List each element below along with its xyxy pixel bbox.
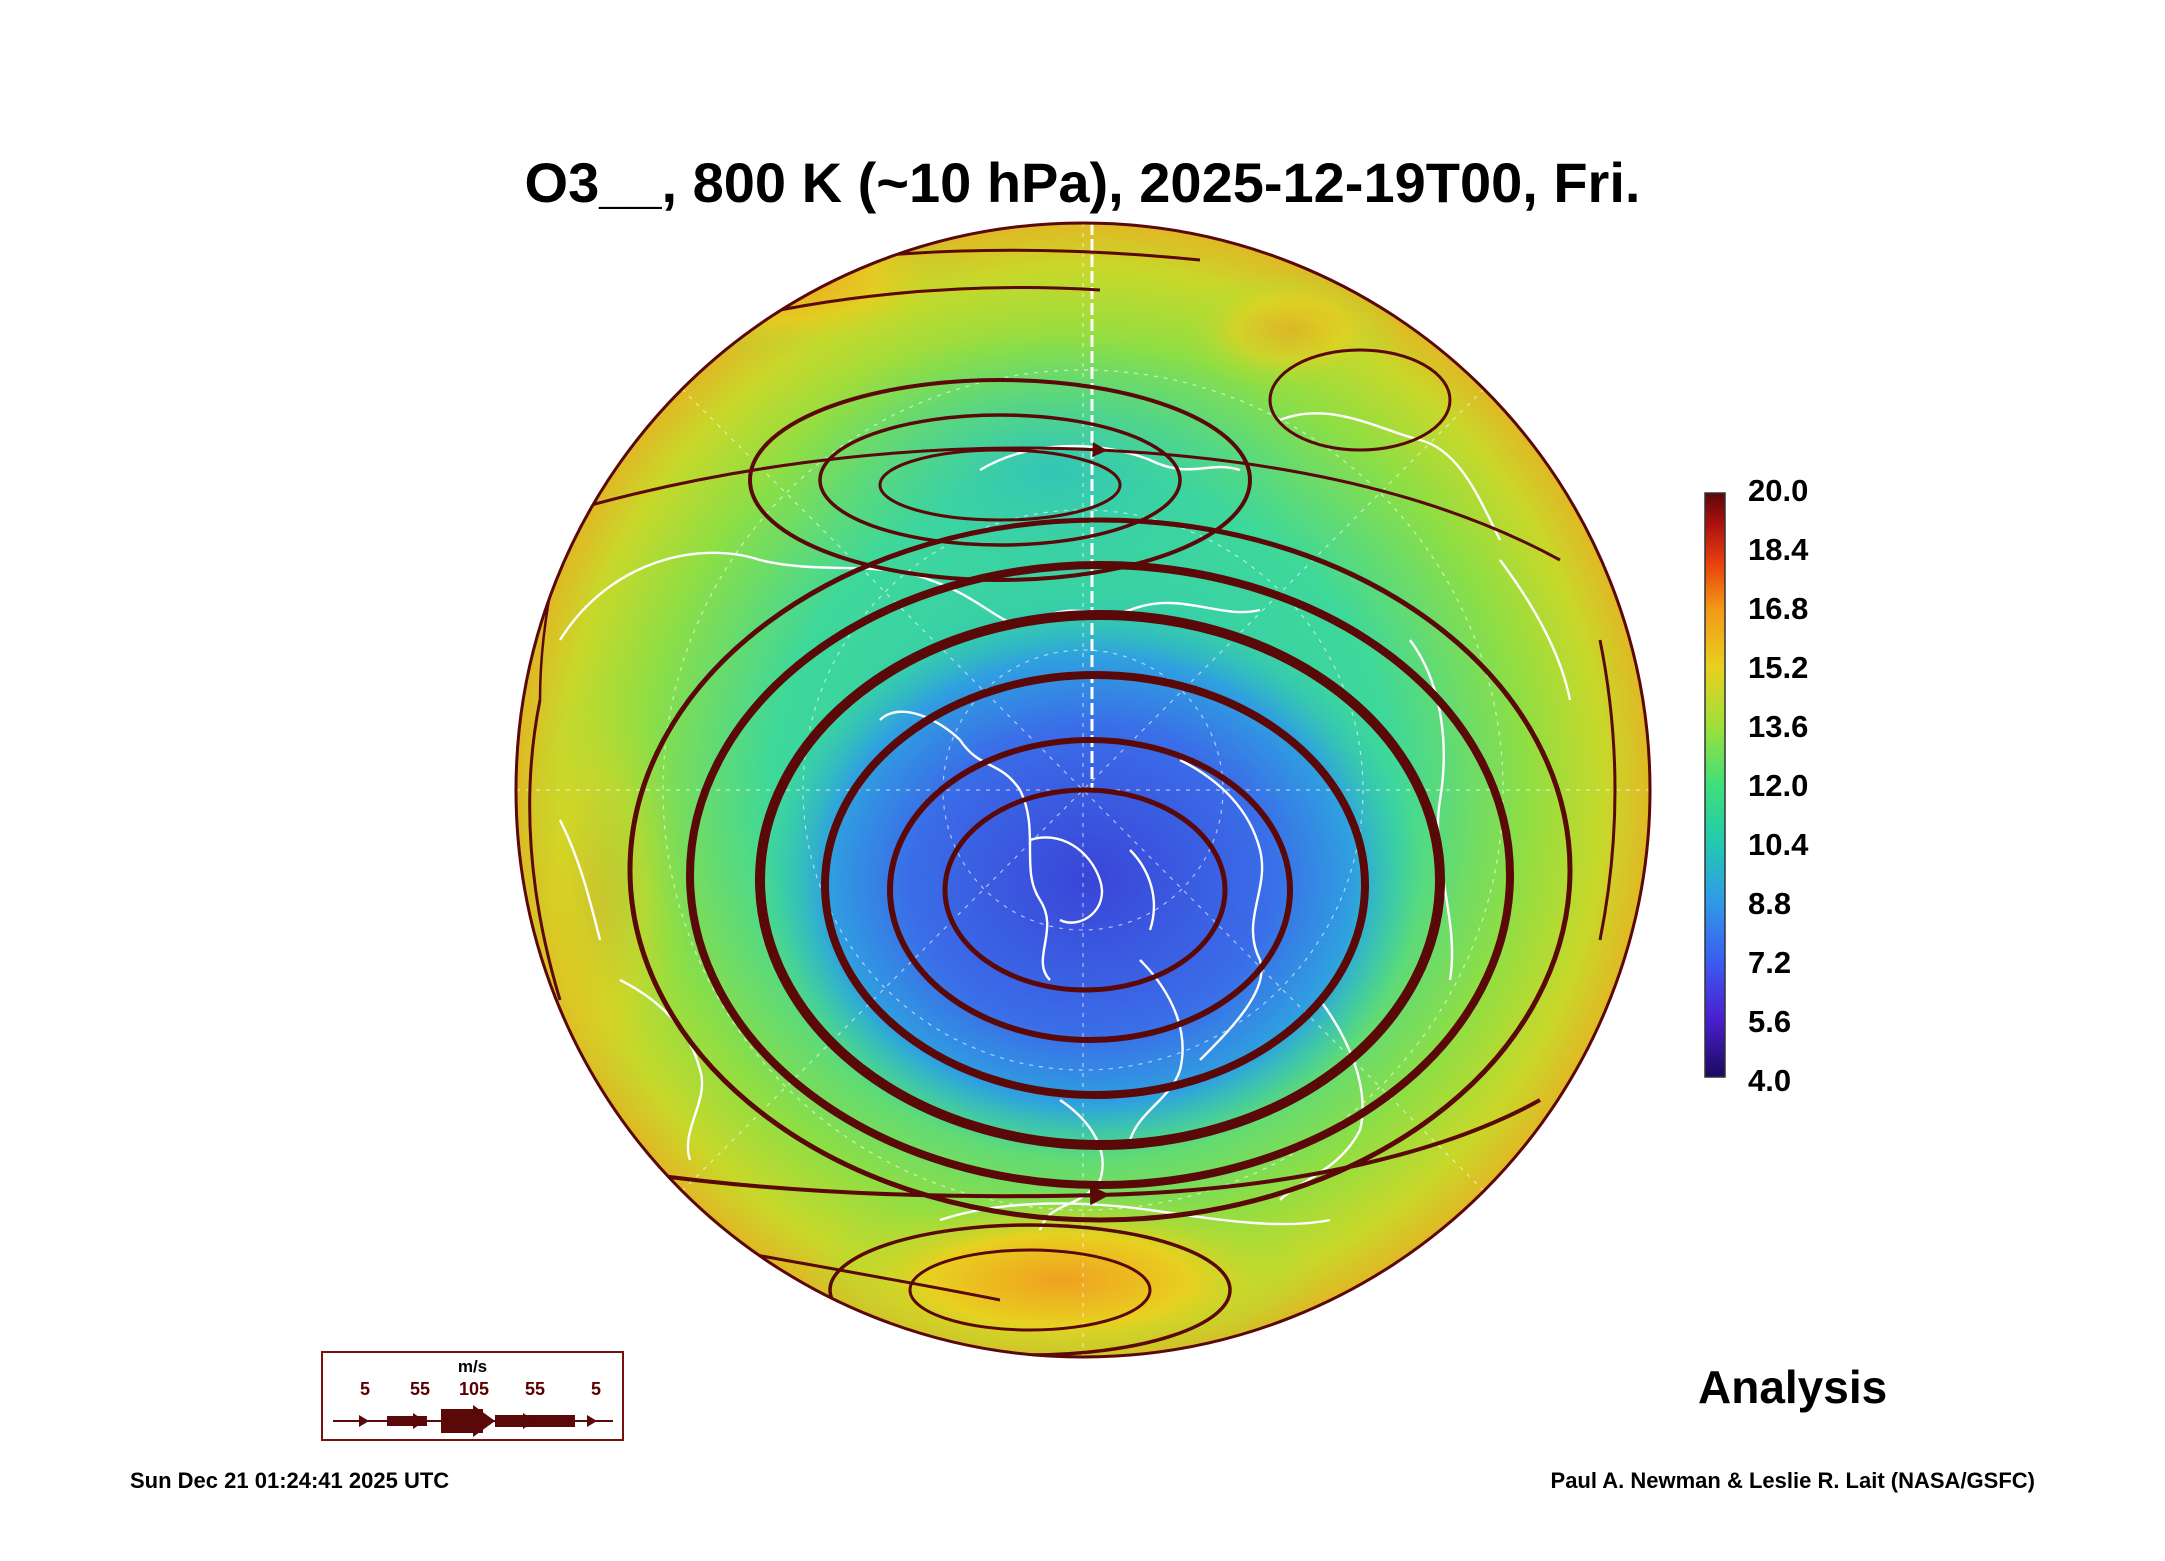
wind-legend-unit: m/s: [457, 1357, 488, 1376]
render-timestamp: Sun Dec 21 01:24:41 2025 UTC: [130, 1468, 450, 1493]
colorbar-tick-label: 20.0: [1748, 473, 1809, 508]
colorbar-tick-label: 8.8: [1748, 886, 1792, 921]
colorbar-tick-label: 13.6: [1748, 709, 1809, 744]
wind-legend-speed: 55: [409, 1379, 431, 1399]
ozone-high-north: [580, 223, 980, 360]
colorbar-tick-label: 10.4: [1748, 827, 1809, 862]
colorbar-tick-label: 7.2: [1748, 945, 1792, 980]
colorbar-tick-label: 16.8: [1748, 591, 1809, 626]
polar-vortex-core: [760, 600, 1420, 1160]
wind-legend-speed: 5: [590, 1379, 602, 1399]
wind-legend-speed: 55: [524, 1379, 546, 1399]
wind-speed-legend: m/s 5 55 105 55 5: [321, 1351, 624, 1441]
credit-line: Paul A. Newman & Leslie R. Lait (NASA/GS…: [1550, 1468, 2035, 1493]
colorbar-tick-label: 4.0: [1748, 1063, 1792, 1098]
wind-streamlines: [528, 248, 1617, 1357]
wind-legend-arrow: [333, 1405, 613, 1437]
wind-legend-speed: 5: [359, 1379, 371, 1399]
ozone-field: [516, 223, 1650, 1357]
colorbar: [1704, 492, 1726, 1078]
chart-title: O3__, 800 K (~10 hPa), 2025-12-19T00, Fr…: [524, 151, 1641, 214]
colorbar-tick-label: 18.4: [1748, 532, 1809, 567]
globe-outline: [514, 221, 1652, 1359]
colorbar-tick-label: 12.0: [1748, 768, 1809, 803]
colorbar-tick-label: 5.6: [1748, 1004, 1792, 1039]
wind-legend-speed: 105: [458, 1379, 490, 1399]
colorbar-tick-label: 15.2: [1748, 650, 1809, 685]
analysis-label: Analysis: [1698, 1361, 1888, 1413]
